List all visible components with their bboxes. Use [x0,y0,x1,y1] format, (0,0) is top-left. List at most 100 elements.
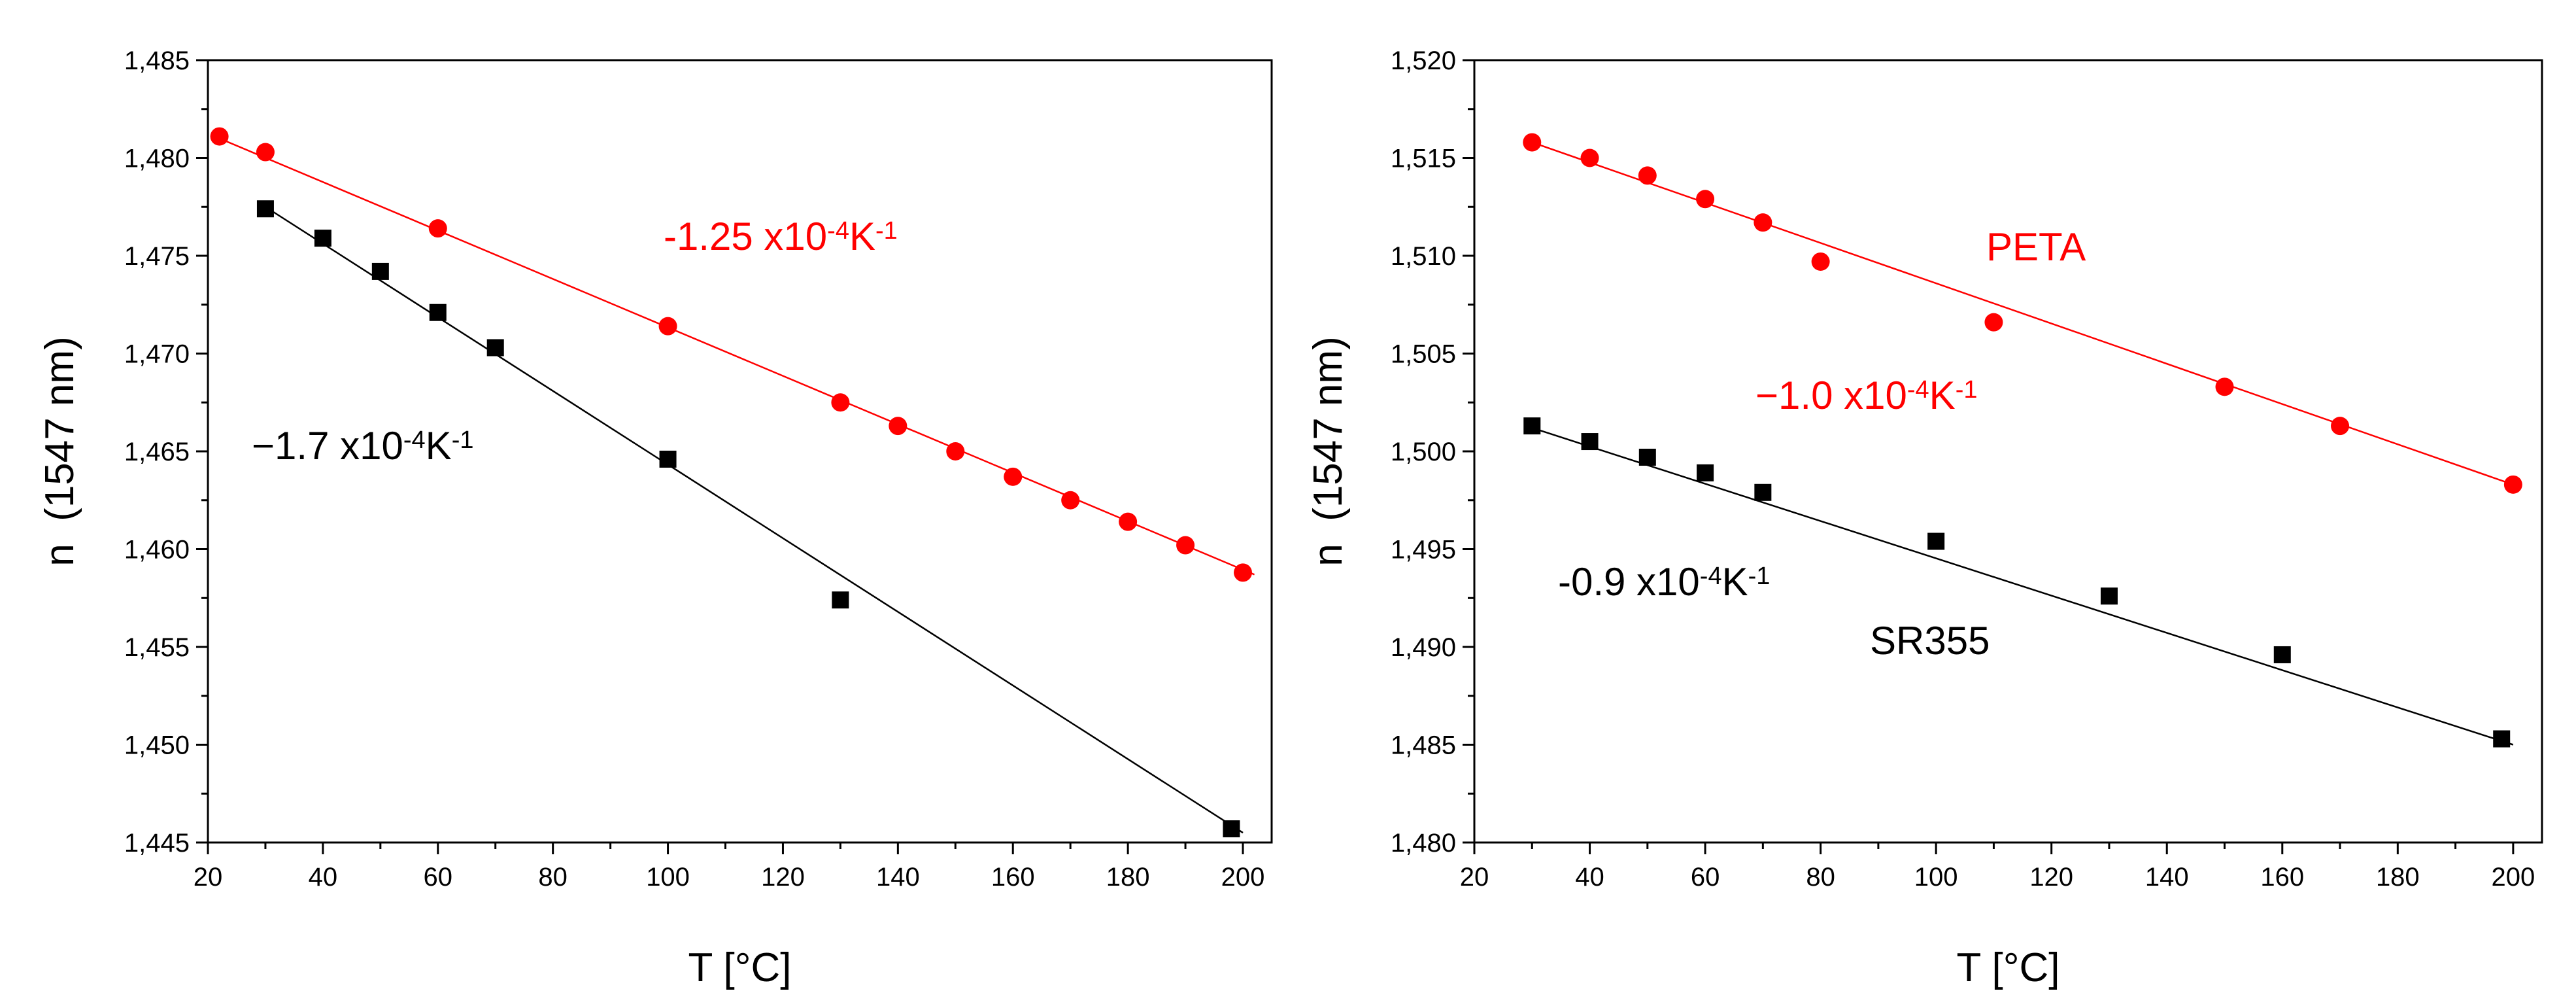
x-tick-label: 120 [2029,863,2073,892]
annotation-text: K [1929,374,1956,417]
data-point-red-circles [1234,563,1253,582]
annotation-superscript: -1 [875,217,898,245]
x-tick-label: 200 [2491,863,2535,892]
data-point-sr355 [1638,448,1656,466]
x-tick-label: 100 [1914,863,1958,892]
annotation-text: −1.0 x10 [1755,374,1907,417]
annotation: SR355 [1870,619,1990,663]
data-point-sr355 [1697,464,1714,481]
data-point-red-circles [210,127,229,146]
x-axis-title: T [°C] [688,945,792,990]
data-point-black-squares [832,591,849,609]
data-point-red-circles [1004,467,1023,486]
data-point-peta [1523,133,1542,152]
x-tick-label: 20 [1460,863,1489,892]
x-tick-label: 160 [991,863,1035,892]
data-point-red-circles [946,442,965,461]
annotation-superscript: -4 [827,217,849,245]
y-tick-label: 1,460 [124,536,190,565]
data-point-peta [1984,313,2003,332]
data-point-sr355 [1754,483,1772,501]
data-point-sr355 [2100,587,2118,605]
x-tick-label: 60 [1691,863,1720,892]
x-tick-label: 140 [2145,863,2189,892]
annotation: −1.7 x10-4K-1 [252,424,473,468]
x-tick-label: 200 [1221,863,1265,892]
fit-line-red-circles [219,137,1255,576]
annotation-text: −1.7 x10 [252,424,403,468]
y-tick-label: 1,520 [1391,46,1456,75]
y-axis-title: n (1547 nm) [37,336,82,566]
fit-line-peta [1531,141,2514,486]
data-point-sr355 [1581,433,1599,451]
y-tick-label: 1,450 [124,731,190,760]
data-point-red-circles [889,417,907,436]
y-tick-label: 1,470 [124,340,190,369]
data-point-peta [1696,190,1715,209]
x-tick-label: 180 [1106,863,1150,892]
data-point-red-circles [831,393,850,412]
fit-line-sr355 [1531,426,2514,746]
data-point-red-circles [428,219,447,238]
right-chart: 20 40 60 80 100 120 140 160 180 200 1,480 1,485 1,49… [1306,46,2543,990]
annotation-superscript: -4 [1700,563,1722,590]
x-tick-label: 80 [1806,863,1835,892]
annotation: −1.0 x10-4K-1 [1755,374,1977,417]
data-point-peta [2331,417,2350,436]
y-tick-label: 1,445 [124,829,190,858]
data-point-peta [1754,213,1772,232]
data-point-red-circles [1119,512,1138,531]
y-tick-label: 1,490 [1391,633,1456,662]
y-tick-label: 1,515 [1391,145,1456,173]
data-point-sr355 [2273,646,2291,663]
x-tick-label: 160 [2260,863,2304,892]
y-tick-label: 1,480 [124,145,190,173]
y-tick-label: 1,505 [1391,340,1456,369]
y-tick-label: 1,465 [124,438,190,466]
data-point-red-circles [1176,536,1195,555]
y-tick-label: 1,480 [1391,829,1456,858]
annotation-text: SR355 [1870,619,1990,663]
annotation-text: K [1722,560,1748,604]
y-tick-label: 1,455 [124,633,190,662]
data-point-black-squares [256,200,274,218]
y-tick-label: 1,510 [1391,242,1456,271]
y-tick-label: 1,485 [1391,731,1456,760]
data-point-peta [2503,475,2522,494]
x-tick-label: 80 [538,863,568,892]
left-chart: 20 40 60 80 100 120 140 160 180 200 1,445 1,450 1,45… [37,46,1273,990]
data-point-peta [1580,148,1599,167]
annotation-superscript: -1 [1956,376,1978,404]
x-axis-title: T [°C] [1957,945,2060,990]
x-tick-label: 20 [194,863,223,892]
x-tick-label: 40 [309,863,338,892]
x-tick-label: 60 [424,863,453,892]
y-tick-label: 1,495 [1391,536,1456,565]
data-point-red-circles [1061,491,1080,510]
annotation-superscript: -4 [403,426,426,454]
fit-line-black-squares [265,206,1244,834]
annotation-text: -0.9 x10 [1558,560,1700,604]
annotation: PETA [1986,225,2086,269]
data-point-peta [1811,252,1830,271]
data-point-peta [2215,377,2234,396]
data-point-black-squares [429,304,447,321]
annotation: -0.9 x10-4K-1 [1558,560,1770,604]
x-tick-label: 40 [1575,863,1604,892]
data-point-red-circles [256,143,275,162]
data-point-black-squares [1223,820,1240,838]
y-tick-label: 1,475 [124,242,190,271]
data-point-black-squares [314,230,331,247]
x-tick-label: 140 [876,863,920,892]
annotation-text: PETA [1986,225,2086,269]
annotation-superscript: -4 [1907,376,1929,404]
x-tick-label: 180 [2376,863,2420,892]
data-point-black-squares [371,262,389,280]
data-point-sr355 [1523,417,1541,435]
annotation-superscript: -1 [452,426,474,454]
data-point-black-squares [659,450,677,468]
x-tick-label: 100 [646,863,690,892]
data-point-peta [1638,166,1657,185]
y-axis-title: n (1547 nm) [1306,336,1351,566]
